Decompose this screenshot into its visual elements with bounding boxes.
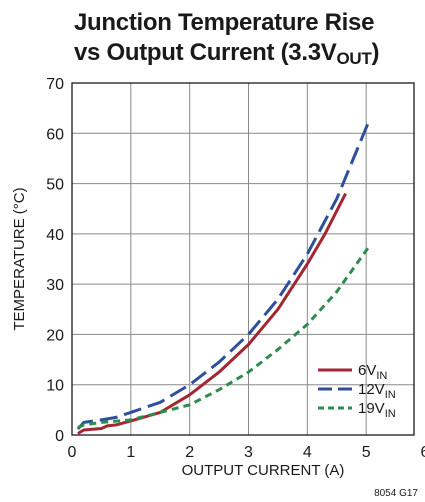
- chart-title-subscript: OUT: [336, 49, 372, 68]
- chart-title-line-1: Junction Temperature Rise: [74, 9, 375, 36]
- legend-label: 19VIN: [358, 400, 396, 420]
- x-tick-label: 3: [244, 444, 253, 461]
- y-axis-label: TEMPERATURE (°C): [11, 187, 28, 330]
- series-line-19v: [77, 245, 371, 429]
- y-tick-label: 40: [46, 227, 64, 244]
- x-tick-label: 0: [68, 444, 77, 461]
- chart-title-line-2: vs Output Current (3.3VOUT): [74, 38, 414, 68]
- figure-id: 8054 G17: [374, 488, 418, 499]
- chart-title-suffix: ): [371, 39, 380, 66]
- y-tick-label: 30: [46, 277, 64, 294]
- x-axis-label: OUTPUT CURRENT (A): [182, 462, 345, 479]
- series-lines: [76, 120, 371, 435]
- y-tick-label: 70: [46, 76, 64, 93]
- y-tick-label: 0: [55, 428, 64, 445]
- y-tick-labels: 0 10 20 30 40 50 60 70: [46, 76, 64, 445]
- x-tick-label: 1: [126, 444, 135, 461]
- x-tick-label: 6: [421, 444, 425, 461]
- x-tick-label: 2: [185, 444, 194, 461]
- chart-title-prefix: vs Output Current (3.3V: [74, 39, 337, 66]
- grid-lines: [72, 83, 414, 435]
- chart-title: Junction Temperature Rise vs Output Curr…: [74, 8, 414, 68]
- legend-label: 12VIN: [358, 381, 396, 401]
- series-line-12v: [76, 120, 371, 430]
- series-line-6v: [77, 192, 347, 435]
- y-tick-label: 60: [46, 126, 64, 143]
- y-tick-label: 50: [46, 177, 64, 194]
- plot-frame: [71, 82, 415, 436]
- x-tick-label: 4: [303, 444, 312, 461]
- y-tick-label: 20: [46, 327, 64, 344]
- y-tick-label: 10: [46, 378, 64, 395]
- x-tick-label: 5: [362, 444, 371, 461]
- x-tick-labels: 0 1 2 3 4 5 6: [68, 444, 425, 461]
- legend-label: 6VIN: [358, 362, 387, 382]
